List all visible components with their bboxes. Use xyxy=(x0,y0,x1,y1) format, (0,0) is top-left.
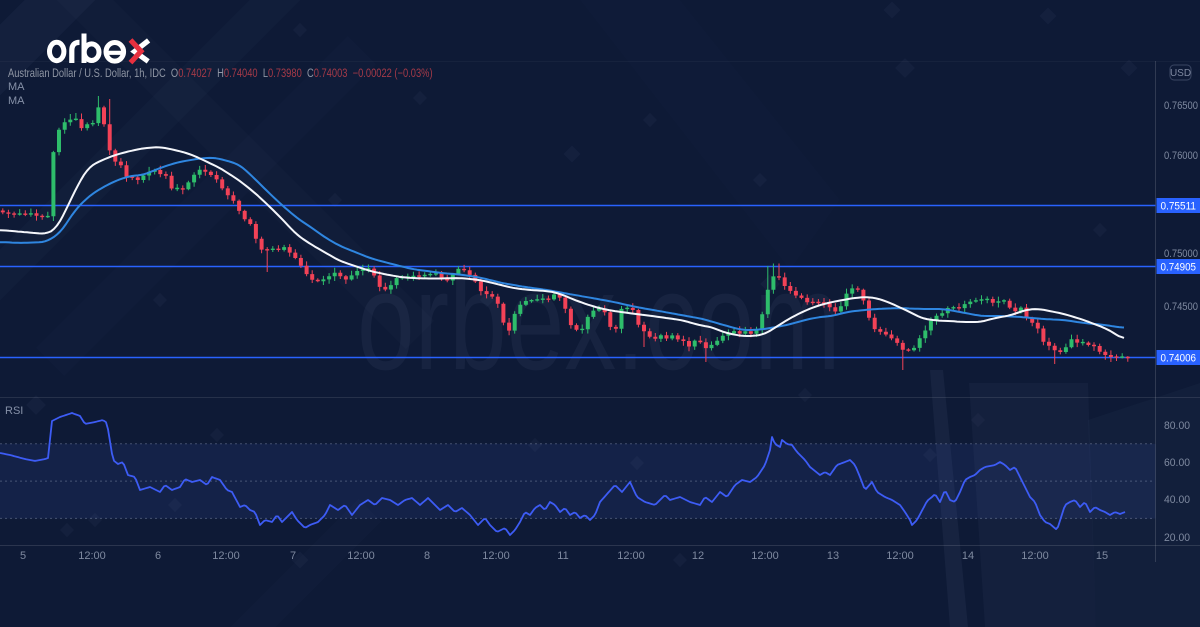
svg-text:0.74905: 0.74905 xyxy=(1161,262,1197,274)
svg-text:5: 5 xyxy=(20,550,26,562)
svg-text:12:00: 12:00 xyxy=(886,550,914,562)
svg-text:USD: USD xyxy=(1170,68,1191,79)
svg-text:80.00: 80.00 xyxy=(1164,420,1190,432)
svg-text:20.00: 20.00 xyxy=(1164,532,1190,544)
svg-text:12:00: 12:00 xyxy=(482,550,510,562)
svg-text:8: 8 xyxy=(424,550,430,562)
svg-text:13: 13 xyxy=(827,550,839,562)
svg-text:MA: MA xyxy=(8,95,25,107)
svg-text:Australian Dollar / U.S. Dolla: Australian Dollar / U.S. Dollar, 1h, IDC… xyxy=(8,67,433,80)
svg-text:RSI: RSI xyxy=(5,405,23,417)
svg-text:0.75511: 0.75511 xyxy=(1161,201,1197,213)
svg-text:0.74006: 0.74006 xyxy=(1161,353,1197,365)
svg-text:0.74500: 0.74500 xyxy=(1164,301,1198,313)
svg-text:12:00: 12:00 xyxy=(1021,550,1049,562)
svg-text:60.00: 60.00 xyxy=(1164,457,1190,469)
svg-text:11: 11 xyxy=(557,550,568,562)
svg-text:15: 15 xyxy=(1096,550,1108,562)
svg-text:12:00: 12:00 xyxy=(617,550,645,562)
svg-text:12:00: 12:00 xyxy=(212,550,240,562)
svg-text:orbex.com: orbex.com xyxy=(357,244,841,400)
svg-text:7: 7 xyxy=(290,550,296,562)
svg-text:0.75000: 0.75000 xyxy=(1164,248,1198,260)
svg-text:6: 6 xyxy=(155,550,161,562)
svg-text:12:00: 12:00 xyxy=(751,550,779,562)
svg-text:40.00: 40.00 xyxy=(1164,494,1190,506)
svg-text:0.76000: 0.76000 xyxy=(1164,150,1198,162)
svg-text:0.76500: 0.76500 xyxy=(1164,100,1198,112)
svg-text:14: 14 xyxy=(962,550,974,562)
svg-text:12:00: 12:00 xyxy=(347,550,375,562)
svg-text:12:00: 12:00 xyxy=(78,550,106,562)
svg-text:12: 12 xyxy=(692,550,704,562)
svg-text:MA: MA xyxy=(8,81,25,93)
